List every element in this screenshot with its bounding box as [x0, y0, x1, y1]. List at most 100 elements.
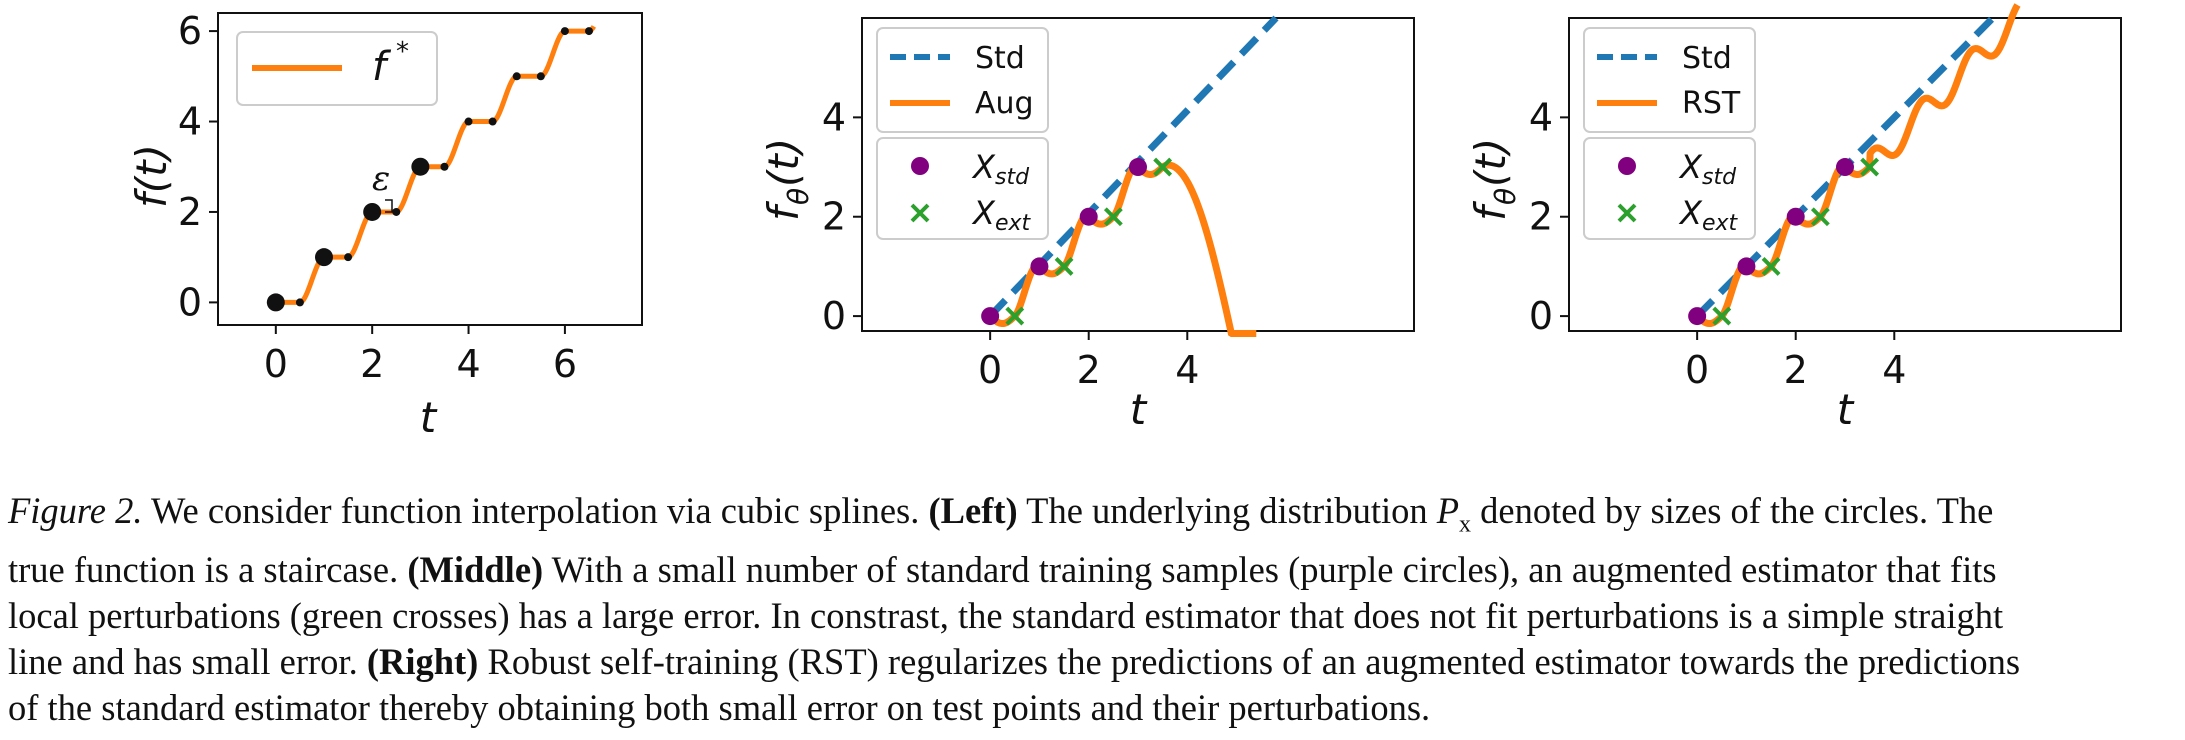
caption-text: denoted by sizes of the circles. The [1471, 490, 1994, 531]
panel-middle: 0 2 4 0 2 4 Std Aug X std X ext t [759, 15, 1415, 434]
x-ticks-right: 0 2 4 [1685, 331, 1906, 392]
x-tick-label: 4 [1175, 348, 1199, 392]
legend-label-xstd-right-sub: std [1702, 165, 1737, 190]
legend-label-xstd-sub: std [995, 165, 1030, 190]
y-tick-label: 0 [1529, 294, 1553, 338]
epsilon-annotation: ε [372, 159, 393, 213]
middle-xext-point [1054, 256, 1074, 276]
legend-label-xext: X [971, 194, 996, 232]
caption-math-p: P [1436, 490, 1460, 531]
right-xstd-point [1786, 207, 1805, 226]
caption-text: line and has small error. [8, 641, 367, 683]
y-axis-label-left: f(t) [127, 144, 176, 208]
data-points-right [1688, 157, 1880, 326]
panel-right: 0 2 4 0 2 4 Std RST X std X ext t [1466, 3, 2122, 434]
small-point [392, 207, 401, 216]
small-point [488, 117, 497, 126]
small-point [512, 72, 521, 81]
caption-line-1: Figure 2. We consider function interpola… [8, 488, 2178, 547]
caption-bold-left: (Left) [928, 490, 1018, 531]
legend-label-std: Std [975, 41, 1025, 76]
legend-marker-xext [910, 203, 930, 223]
y-tick-label: 0 [822, 294, 846, 338]
epsilon-bracket [385, 199, 393, 213]
middle-xext-point [1005, 306, 1025, 326]
legend-marker-xext-right [1617, 203, 1637, 223]
small-point [464, 117, 473, 126]
legend-label-rst: RST [1682, 86, 1741, 121]
x-tick-label: 2 [360, 342, 384, 386]
legend-label-xext-right-sub: ext [1702, 211, 1739, 236]
plot-frame-middle [861, 17, 1415, 332]
epsilon-label: ε [372, 159, 390, 199]
x-tick-label: 4 [456, 342, 480, 386]
small-point [560, 27, 569, 36]
y-tick-label: 4 [822, 95, 846, 139]
right-xext-point [1761, 256, 1781, 276]
x-tick-label: 2 [1077, 348, 1101, 392]
caption-text: of the standard estimator thereby obtain… [8, 687, 1431, 729]
legend-marker-xstd [911, 157, 929, 175]
middle-xstd-point [1079, 207, 1098, 226]
small-point [295, 298, 304, 307]
caption-line-2: true function is a staircase. (Middle) W… [8, 547, 2178, 593]
small-point [585, 27, 593, 36]
caption-line-5: of the standard estimator thereby obtain… [8, 685, 2178, 731]
caption-text: We consider function interpolation via c… [142, 490, 929, 531]
caption-text: The underlying distribution [1017, 490, 1437, 531]
large-point [363, 202, 382, 221]
x-tick-label: 2 [1784, 348, 1808, 392]
figure-canvas: 0 2 4 6 0 2 4 6 ε f * t f(t) 0 2 4 0 2 4 [127, 3, 2122, 442]
caption-bold-middle: (Middle) [407, 549, 544, 591]
right-xext-point [1810, 207, 1830, 227]
caption-bold-right: (Right) [366, 641, 479, 683]
small-point [344, 253, 353, 262]
y-tick-label: 6 [178, 9, 202, 53]
caption-math-sub: x [1459, 511, 1472, 538]
data-points-left [266, 27, 593, 312]
y-axis-label-middle-tail: (t) [759, 138, 808, 187]
x-ticks-left: 0 2 4 6 [264, 325, 577, 386]
right-xstd-point [1737, 257, 1756, 276]
right-xext-point [1712, 306, 1732, 326]
panel-left: 0 2 4 6 0 2 4 6 ε f * t f(t) [127, 9, 643, 442]
x-ticks-middle: 0 2 4 [978, 331, 1199, 392]
right-xstd-point [1836, 158, 1854, 177]
y-axis-label-right-tail: (t) [1466, 138, 1515, 187]
middle-xstd-point [981, 307, 1000, 326]
y-tick-label: 2 [178, 190, 202, 234]
legend-label-xext-right: X [1678, 194, 1703, 232]
x-axis-label-middle: t [1130, 385, 1148, 434]
x-tick-label: 6 [553, 342, 577, 386]
caption-figure-label: Figure 2. [8, 490, 143, 531]
y-ticks-right: 0 2 4 [1529, 95, 1569, 338]
y-ticks-left: 0 2 4 6 [178, 9, 218, 324]
y-tick-label: 2 [1529, 195, 1553, 239]
right-xext-point [1860, 157, 1880, 177]
y-ticks-middle: 0 2 4 [822, 95, 862, 338]
middle-xstd-point [1030, 257, 1049, 276]
plot-frame-left [217, 12, 643, 326]
caption-text: true function is a staircase. [8, 549, 408, 591]
y-axis-label-right-sub: θ [1489, 188, 1522, 205]
x-tick-label: 4 [1882, 348, 1906, 392]
large-point [411, 157, 430, 176]
figure-caption: Figure 2. We consider function interpola… [8, 488, 2178, 731]
legend-label-aug: Aug [975, 86, 1034, 121]
caption-text: Robust self-training (RST) regularizes t… [478, 641, 2021, 683]
y-tick-label: 0 [178, 280, 202, 324]
figure: 0 2 4 6 0 2 4 6 ε f * t f(t) 0 2 4 0 2 4 [127, 3, 2122, 442]
caption-text: With a small number of standard training… [543, 549, 1997, 591]
small-point [536, 72, 545, 81]
legend-right-lines: Std RST [1583, 27, 1756, 133]
middle-xext-point [1153, 157, 1173, 177]
x-axis-label-left: t [420, 393, 438, 442]
data-points-middle [981, 157, 1173, 326]
plot-frame-right [1568, 17, 2122, 332]
middle-xstd-point [1129, 158, 1147, 177]
x-tick-label: 0 [978, 348, 1002, 392]
caption-line-4: line and has small error. (Right) Robust… [8, 639, 2178, 685]
legend-label-xext-sub: ext [995, 211, 1032, 236]
y-tick-label: 2 [822, 195, 846, 239]
x-tick-label: 0 [1685, 348, 1709, 392]
